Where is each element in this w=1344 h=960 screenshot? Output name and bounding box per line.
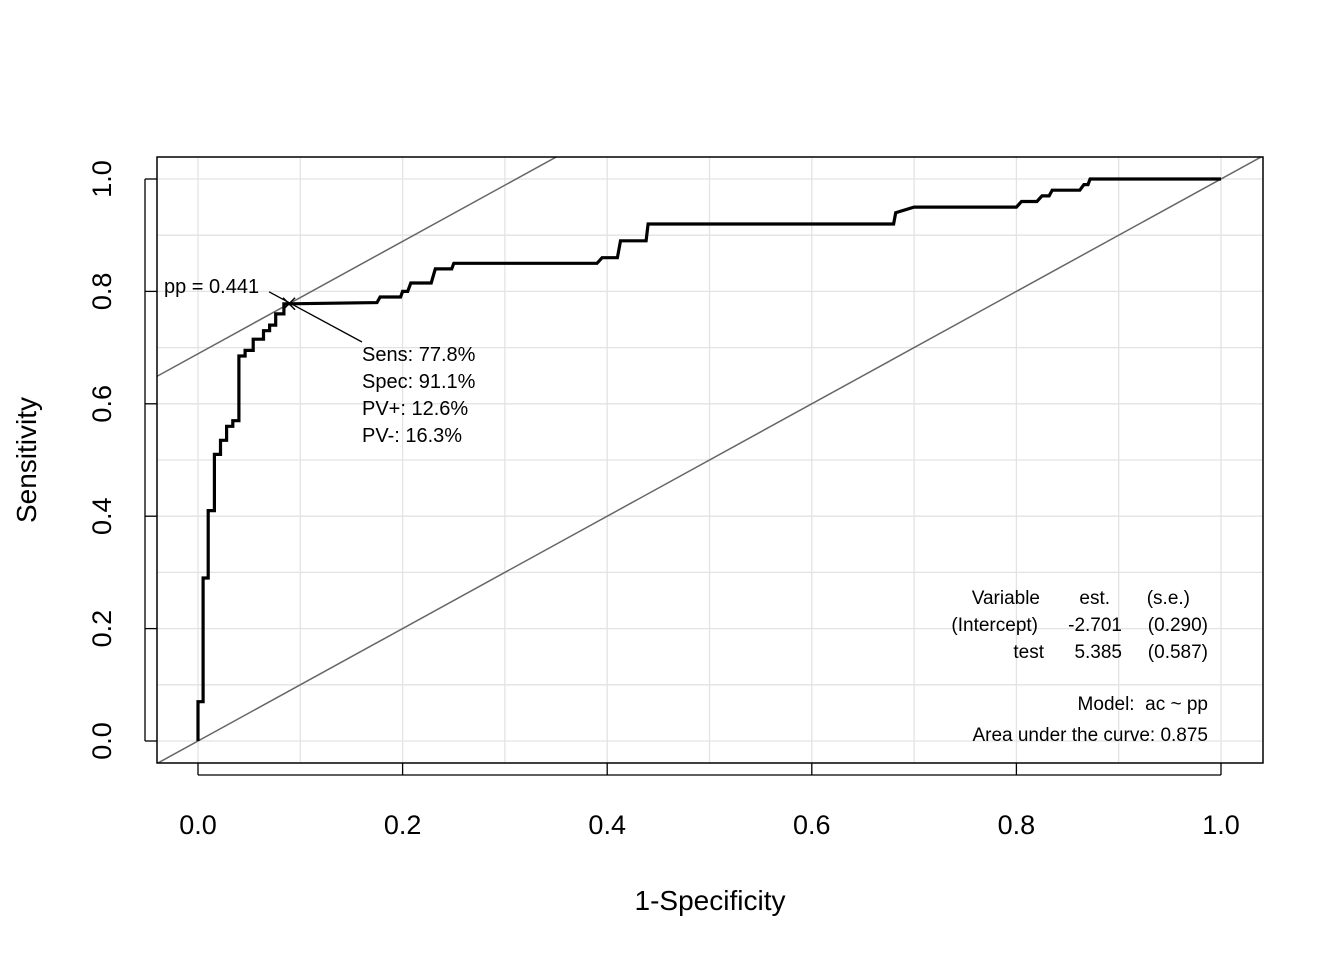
table-header-se: (s.e.) <box>1147 588 1190 609</box>
x-tick-label: 0.6 <box>793 810 831 840</box>
roc-series <box>196 177 1221 741</box>
table-row-test-se: (0.587) <box>1148 642 1208 663</box>
table-header-est: est. <box>1079 588 1110 609</box>
cutoff-leader-line <box>268 291 363 343</box>
y-tick-label: 0.6 <box>87 385 117 423</box>
x-tick-label: 0.0 <box>179 810 217 840</box>
auc-label: Area under the curve: 0.875 <box>972 725 1208 746</box>
table-header-variable: Variable <box>972 588 1040 609</box>
reference-lines <box>157 157 1263 763</box>
x-tick-label: 0.4 <box>588 810 626 840</box>
x-tick-label: 0.2 <box>384 810 422 840</box>
table-row-test-est: 5.385 <box>1074 642 1122 663</box>
cutoff-stat-pvpos: PV+: 12.6% <box>362 398 468 420</box>
x-tick-label: 0.8 <box>998 810 1036 840</box>
table-row-intercept-se: (0.290) <box>1148 615 1208 636</box>
x-axis: 0.0 0.2 0.4 0.6 0.8 1.0 <box>179 763 1240 840</box>
coefficient-table: Variable est. (s.e.) (Intercept) -2.701 … <box>951 588 1208 663</box>
cutoff-label: pp = 0.441 <box>164 276 259 298</box>
cutoff-stat-spec: Spec: 91.1% <box>362 371 476 393</box>
cutoff-marker <box>282 297 296 311</box>
cutoff-stat-pvneg: PV-: 16.3% <box>362 425 462 447</box>
y-tick-label: 0.4 <box>87 497 117 535</box>
x-axis-title: 1-Specificity <box>635 885 786 916</box>
table-row-test-name: test <box>1013 642 1044 663</box>
plot-frame <box>156 156 1264 764</box>
cutoff-stat-sens: Sens: 77.8% <box>362 344 476 366</box>
table-row-intercept-est: -2.701 <box>1068 615 1122 636</box>
grid-lines <box>157 157 1263 763</box>
cutoff-tangent-line <box>157 157 558 378</box>
x-tick-label: 1.0 <box>1202 810 1240 840</box>
roc-curve <box>196 177 1221 741</box>
y-tick-label: 0.2 <box>87 610 117 648</box>
y-tick-label: 0.0 <box>87 722 117 760</box>
chance-diagonal-line <box>157 157 1263 763</box>
table-row-intercept-name: (Intercept) <box>951 615 1038 636</box>
model-formula: Model: ac ~ pp <box>1078 694 1208 715</box>
y-tick-label: 0.8 <box>87 273 117 311</box>
y-axis-title: Sensitivity <box>11 397 42 523</box>
y-axis: 0.0 0.2 0.4 0.6 0.8 1.0 <box>87 160 157 760</box>
y-tick-label: 1.0 <box>87 160 117 198</box>
